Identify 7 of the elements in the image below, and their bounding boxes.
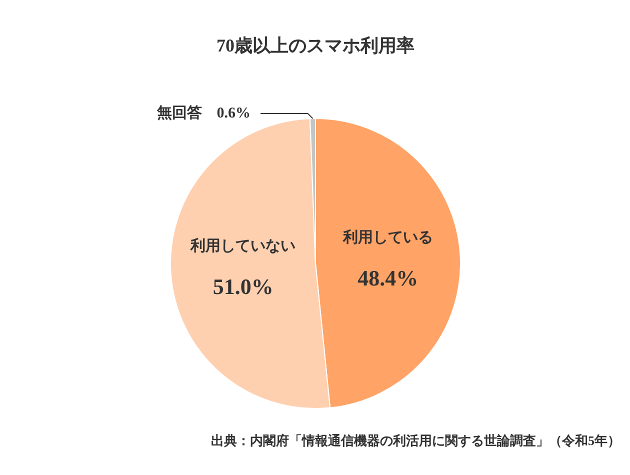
slice-label: 無回答 0.6% [156,104,250,122]
slice-label: 利用していない [190,238,296,255]
data-label: 51.0% [212,274,274,300]
slice-label: 利用している [342,228,433,246]
source-note: 出典：内閣府「情報通信機器の利活用に関する世論調査」（令和5年） [211,433,620,448]
chart-title: 70歳以上のスマホ利用率 [216,36,414,56]
data-label: 48.4% [358,265,418,290]
